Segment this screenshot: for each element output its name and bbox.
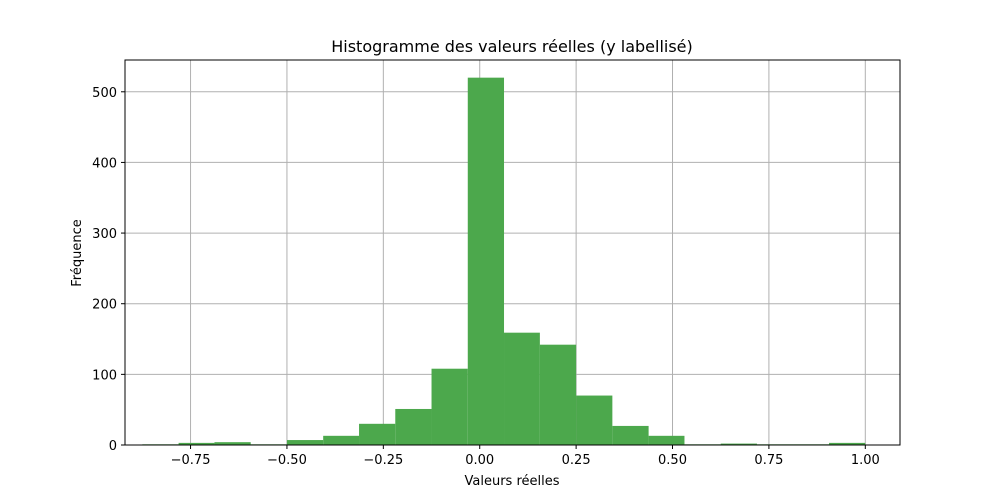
x-tick-label: −0.25 (363, 453, 403, 468)
x-tick-label: 0.75 (754, 453, 783, 468)
histogram-bar (720, 443, 757, 445)
chart-title: Histogramme des valeurs réelles (y label… (331, 37, 693, 56)
histogram-bar (504, 332, 540, 445)
histogram-bar (178, 442, 215, 445)
histogram-bar (539, 344, 577, 445)
grid-lines (125, 60, 900, 446)
histogram-bars (142, 77, 866, 445)
histogram-bar (323, 435, 360, 445)
x-tick-label: 0.00 (465, 453, 494, 468)
y-axis-label: Fréquence (70, 219, 85, 286)
histogram-bar (359, 423, 396, 445)
plot-area-frame (124, 59, 901, 446)
x-tick-label: 0.25 (562, 453, 591, 468)
histogram-bar (286, 440, 324, 445)
y-tick-label: 300 (92, 227, 117, 242)
x-axis-label: Valeurs réelles (465, 474, 560, 489)
axis-ticks: −0.75 −0.50 −0.25 0.00 0.25 0.50 0.75 1.00 0 100 2… (92, 86, 880, 468)
x-tick-label: 0.50 (658, 453, 687, 468)
x-tick-label: −0.75 (171, 453, 211, 468)
y-tick-label: 400 (92, 156, 117, 171)
histogram-bar (395, 408, 432, 445)
histogram-bar (214, 442, 251, 445)
histogram-bar (829, 442, 866, 445)
y-tick-label: 100 (92, 368, 117, 383)
histogram-bar (467, 77, 505, 445)
histogram-bar (431, 368, 468, 445)
y-tick-label: 500 (92, 86, 117, 101)
histogram-bar (576, 395, 613, 445)
x-tick-label: 1.00 (851, 453, 880, 468)
y-tick-label: 200 (92, 298, 117, 313)
histogram-bar (612, 425, 649, 445)
x-tick-label: −0.50 (267, 453, 307, 468)
y-tick-label: 0 (109, 439, 117, 454)
histogram-bar (648, 435, 685, 445)
